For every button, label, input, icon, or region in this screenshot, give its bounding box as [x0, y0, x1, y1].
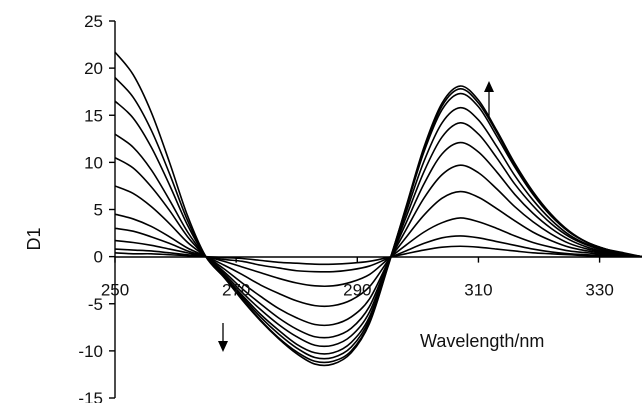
x-tick-label: 310: [464, 281, 492, 300]
x-tick-label: 330: [585, 281, 613, 300]
arrow-down-annotation: [218, 323, 228, 352]
arrow-up-annotation: [484, 81, 494, 118]
x-axis-ticks: 250 270 290 310 330: [101, 256, 614, 300]
y-tick-label: 5: [94, 201, 103, 220]
spectrum-curves: [114, 51, 642, 367]
y-axis-ticks: -15 -10 -5 0 5 10 15 20 25: [78, 12, 115, 403]
y-tick-label: -15: [78, 389, 103, 403]
y-tick-label: 15: [84, 106, 103, 125]
spectrum-line-10: [114, 77, 642, 364]
x-axis-title: Wavelength/nm: [420, 331, 544, 351]
x-tick-label: 250: [101, 281, 129, 300]
y-tick-label: -10: [78, 342, 103, 361]
y-tick-label: 10: [84, 153, 103, 172]
x-tick-label: 290: [343, 281, 371, 300]
y-axis-title: D1: [24, 227, 44, 250]
y-tick-label: 0: [94, 248, 103, 267]
y-tick-label: -5: [88, 295, 103, 314]
x-tick-label: 270: [222, 281, 250, 300]
y-tick-label: 25: [84, 12, 103, 31]
spectrum-line-11: [114, 51, 642, 367]
y-tick-label: 20: [84, 59, 103, 78]
